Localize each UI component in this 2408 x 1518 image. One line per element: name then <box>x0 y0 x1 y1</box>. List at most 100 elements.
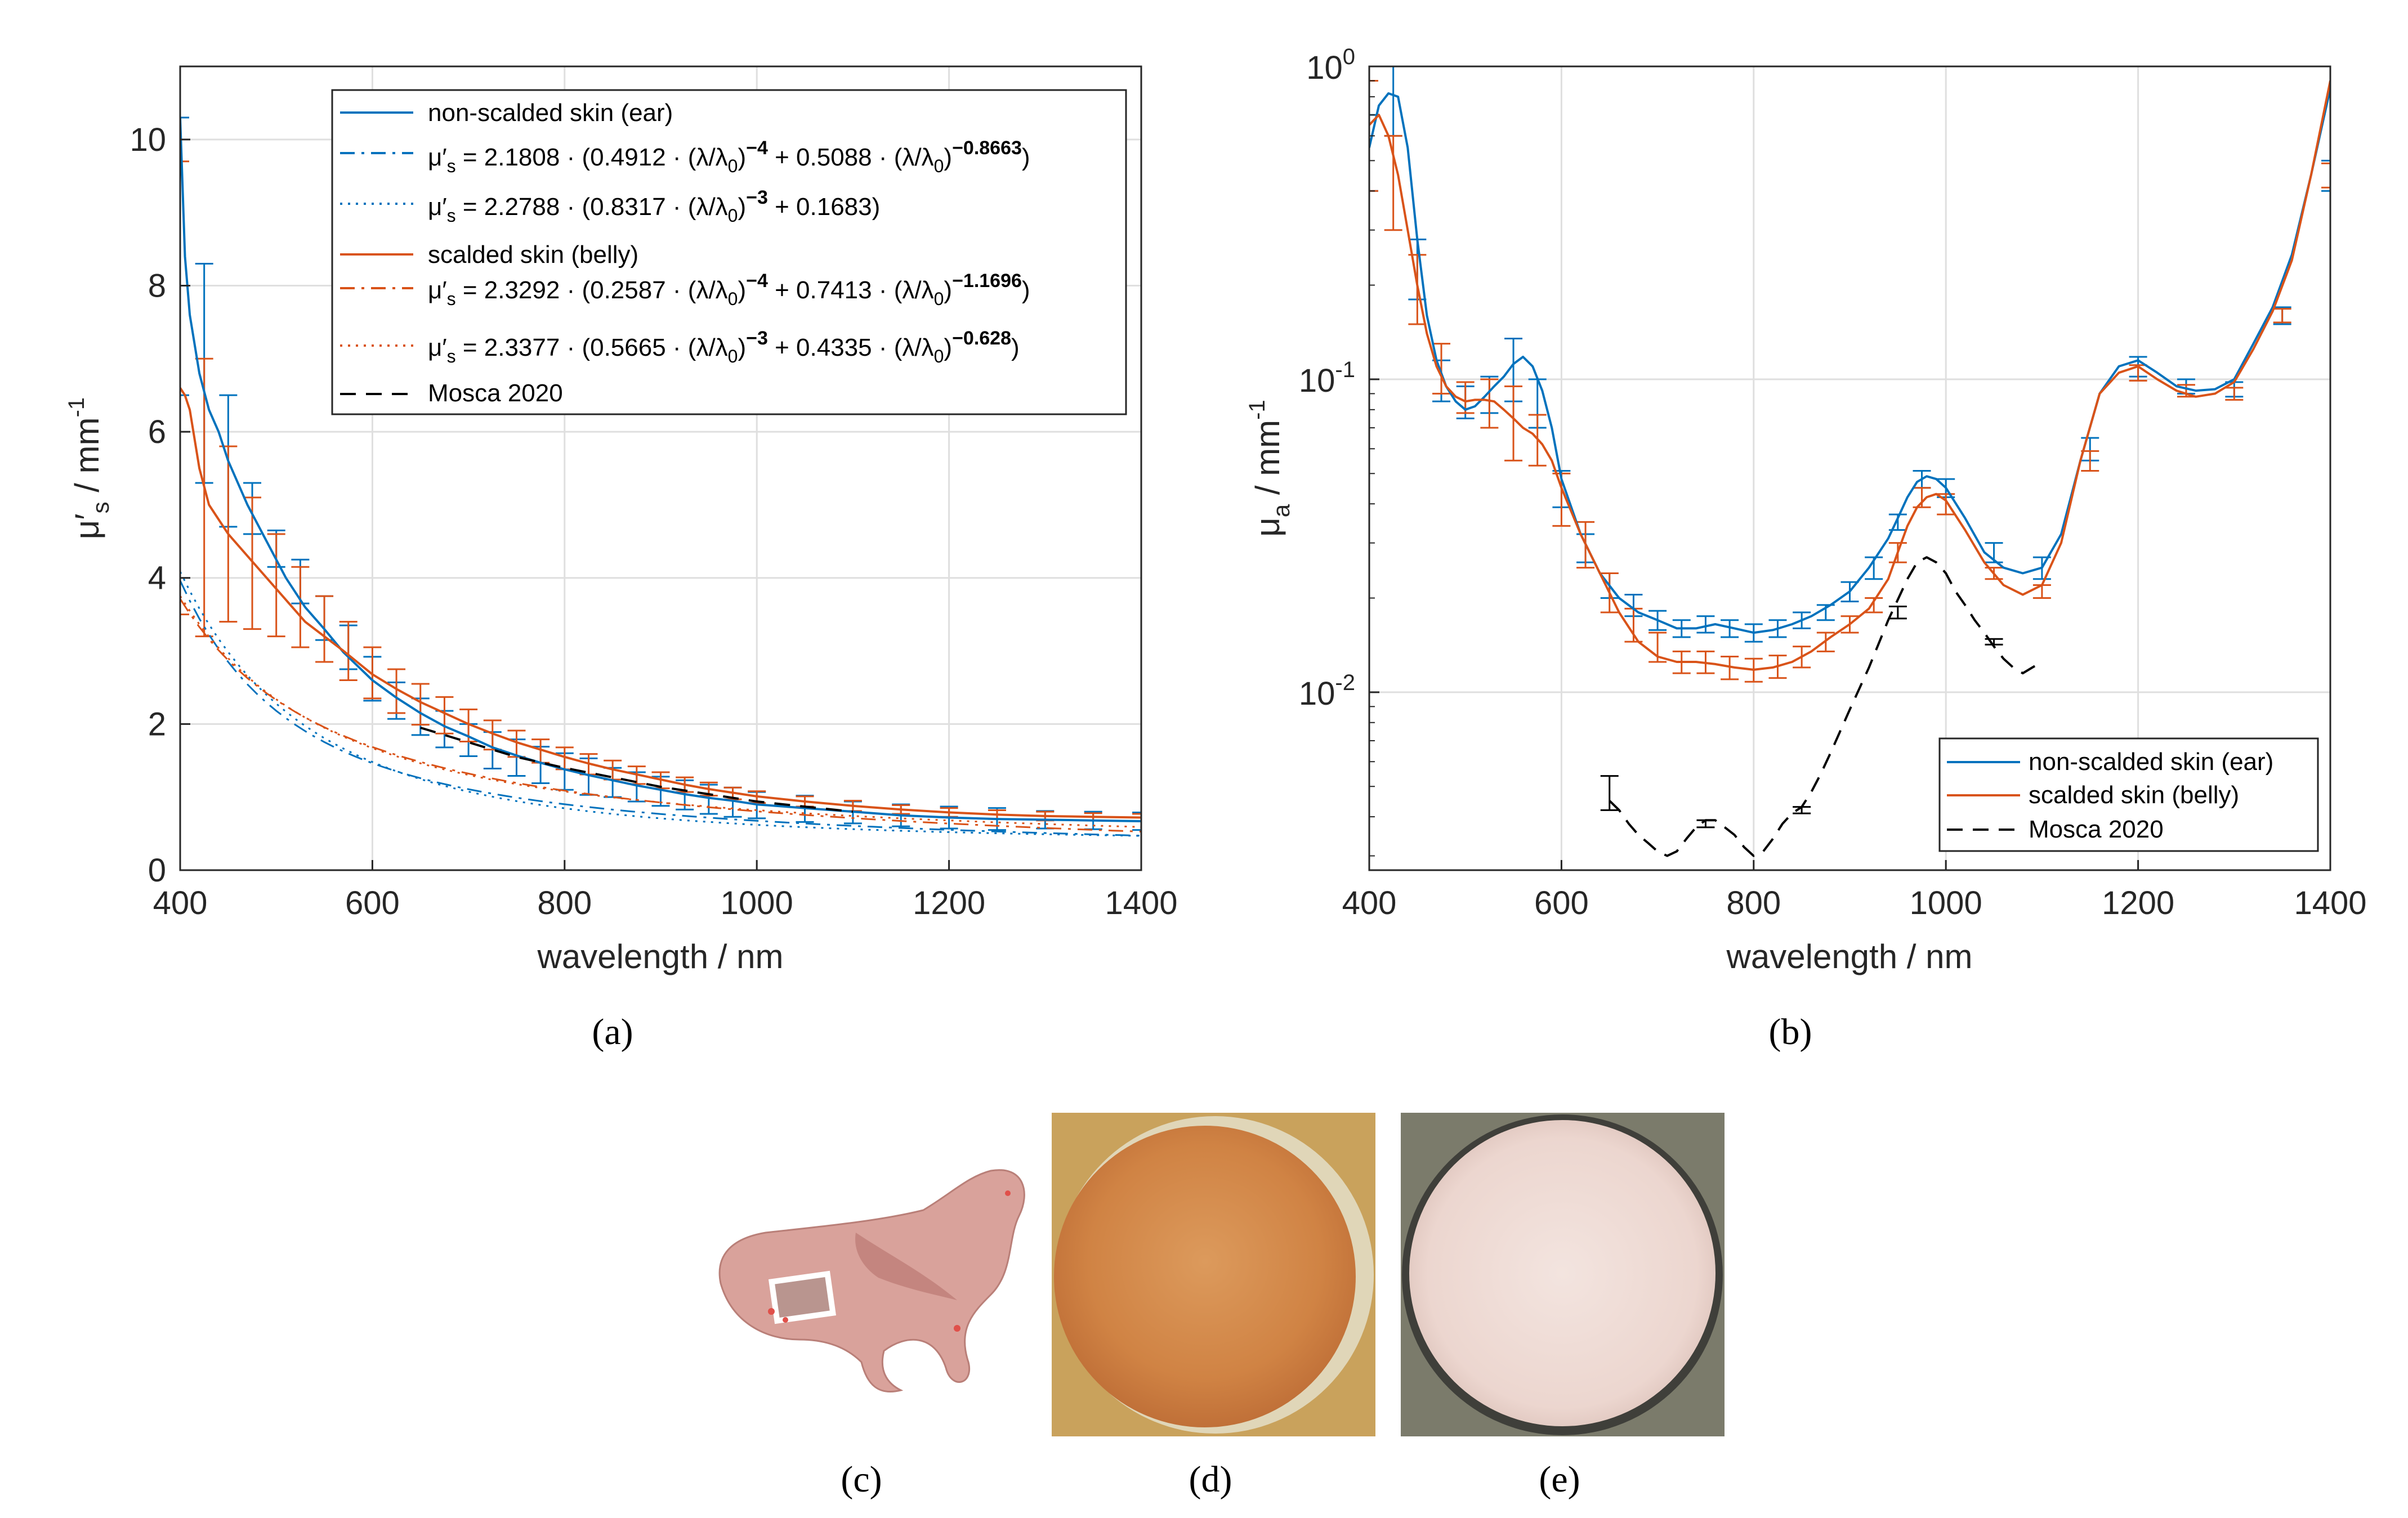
y-tick-label: 0 <box>148 852 166 889</box>
legend-b-item-2: Mosca 2020 <box>2029 816 2164 843</box>
series-b <box>1369 80 2330 857</box>
y-tick-label: 10 <box>129 122 166 158</box>
y-tick-label: 100 <box>1306 44 1355 86</box>
x-axis-label-a: wavelength / nm <box>537 938 784 975</box>
x-tick-label: 400 <box>153 885 208 921</box>
y-tick-label: 10-2 <box>1299 670 1355 712</box>
series-line-scalded-skin-belly- <box>180 387 1141 819</box>
errorbar <box>1480 378 1499 429</box>
y-tick-label: 6 <box>148 414 166 450</box>
legend-a-2-a: 0.8317 <box>590 193 666 221</box>
legend-a-1-pb: −0.8663 <box>952 137 1022 159</box>
x-tick-label: 1400 <box>1105 885 1177 921</box>
sample-e-tissue <box>1409 1120 1715 1426</box>
x-tick-label: 800 <box>537 885 592 921</box>
ear-spot <box>954 1325 960 1332</box>
series-line-non-scalded-skin-ear- <box>1369 88 2330 634</box>
errorbar <box>267 533 285 638</box>
y-label-sub-a: s <box>87 501 114 513</box>
errorbar <box>1985 638 2003 646</box>
series-a <box>180 117 1141 837</box>
y-tick-label: 2 <box>148 706 166 742</box>
y-label-main-a: μ′ <box>68 513 106 539</box>
x-tick-label: 600 <box>1534 885 1589 921</box>
legend-a-item-3: scalded skin (belly) <box>428 241 638 268</box>
errorbar <box>180 160 189 616</box>
errorbar <box>195 357 213 638</box>
y-label-sub-b: a <box>1268 504 1294 517</box>
caption-c: (c) <box>841 1459 882 1500</box>
errorbar <box>1600 775 1619 811</box>
series-line-non-scalded-skin-ear- <box>180 117 1141 822</box>
legend-b-item-0: non-scalded skin (ear) <box>2029 748 2273 776</box>
errorbar <box>2321 162 2330 189</box>
errorbar <box>1721 656 1739 680</box>
errorbar <box>411 683 430 726</box>
ear-spot <box>1005 1190 1011 1196</box>
axes-frame-b <box>1368 65 2331 871</box>
legend-a-item-4: μ′s = 2.3292 · (0.2587 · (λ/λ0)−4 + 0.74… <box>428 270 1030 309</box>
x-tick-label: 800 <box>1726 885 1781 921</box>
errorbar <box>2273 308 2291 324</box>
errorbar <box>1888 605 1907 620</box>
ticks-a: 400 600 800 1000 1200 1400 0 2 4 6 8 10 <box>129 122 1177 921</box>
y-label-unit-a: / mm <box>68 417 106 501</box>
legend-a-4-pb: −1.1696 <box>952 270 1022 292</box>
legend-a-1-b: 0.5088 <box>796 144 872 171</box>
y-label-unit-b: / mm <box>1249 420 1286 504</box>
legend-a-2-pa: −3 <box>746 187 768 208</box>
errorbar <box>339 621 358 681</box>
y-tick-label: 4 <box>148 560 166 597</box>
errorbar <box>291 566 310 648</box>
errorbar <box>387 668 406 714</box>
y-tick-label: 10-1 <box>1299 357 1355 399</box>
ear-spot <box>768 1308 775 1315</box>
photo-ear <box>718 1169 1025 1393</box>
y-label-main-b: μ <box>1249 517 1286 537</box>
errorbar <box>1504 385 1523 462</box>
photo-sample-d <box>1052 1113 1375 1436</box>
errorbar <box>243 496 262 630</box>
errorbar <box>1432 343 1451 395</box>
legend-a-5-pa: −3 <box>746 328 768 349</box>
series-line-mosca-2020 <box>420 726 854 813</box>
ear-fold <box>855 1233 957 1300</box>
legend-a-2-coef: 2.2788 <box>484 193 560 221</box>
legend-a-item-5: μ′s = 2.3377 · (0.5665 · (λ/λ0)−3 + 0.43… <box>428 328 1020 366</box>
caption-b: (b) <box>1769 1011 1812 1053</box>
x-tick-label: 1200 <box>913 885 985 921</box>
legend-a-item-0: non-scalded skin (ear) <box>428 99 673 127</box>
legend-a-item-6: Mosca 2020 <box>428 379 563 407</box>
legend-a-4-pa: −4 <box>746 270 768 292</box>
legend-a-4-a: 0.2587 <box>590 276 666 304</box>
fit-curve-3 <box>180 595 1141 828</box>
legend-a-item-1: μ′s = 2.1808 · (0.4912 · (λ/λ0)−4 + 0.50… <box>428 137 1030 176</box>
ticks-b: 400 600 800 1000 1200 1400 10-2 10-1 100 <box>1299 44 2367 921</box>
axes-frame-a <box>179 65 1142 871</box>
x-tick-label: 1400 <box>2294 885 2366 921</box>
y-label-sup-b: -1 <box>1245 400 1270 420</box>
x-tick-label: 1000 <box>1910 885 1982 921</box>
legend-a-5-a: 0.5665 <box>590 334 666 361</box>
series-line-scalded-skin-belly- <box>1369 80 2330 671</box>
legend-a-5-pb: −0.628 <box>952 328 1011 349</box>
errorbars-b <box>1369 66 2330 829</box>
legend-box-a <box>331 89 1127 415</box>
caption-e: (e) <box>1539 1459 1580 1500</box>
ear-spot <box>783 1317 788 1323</box>
errorbar <box>1721 619 1739 638</box>
legend-a: non-scalded skin (ear) μ′s = 2.1808 · (0… <box>331 89 1127 415</box>
sample-d-tissue <box>1054 1126 1356 1427</box>
legend-a-5-b: 0.4335 <box>796 334 872 361</box>
legend-lines-a <box>340 111 413 395</box>
legend-a-1-coef: 2.1808 <box>484 144 560 171</box>
errorbar <box>1132 811 1141 831</box>
caption-d: (d) <box>1189 1459 1232 1500</box>
legend-a-1-pa: −4 <box>746 137 768 159</box>
legend-a-4-coef: 2.3292 <box>484 276 560 304</box>
y-tick-label: 8 <box>148 267 166 304</box>
x-tick-label: 1000 <box>721 885 793 921</box>
ear-cut-window <box>768 1270 837 1324</box>
y-axis-label-a: μ′s / mm-1 <box>64 397 114 539</box>
chart-a: 400 600 800 1000 1200 1400 0 2 4 6 8 10 wavelength … <box>64 65 1178 975</box>
